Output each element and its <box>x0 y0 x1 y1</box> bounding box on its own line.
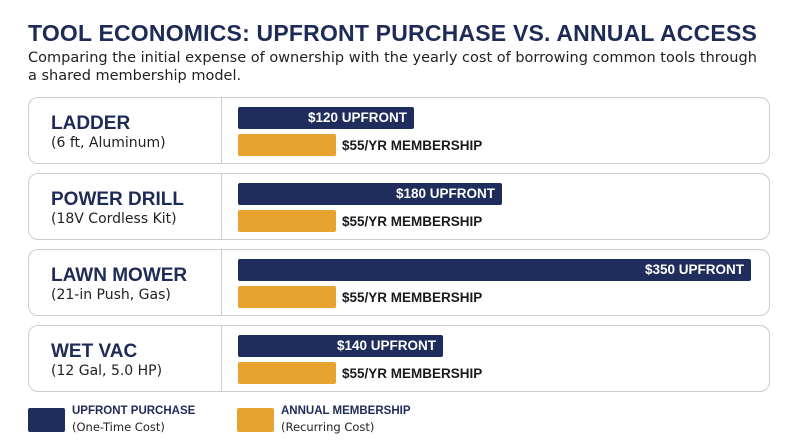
row-label-column: LADDER (6 ft, Aluminum) <box>29 98 222 163</box>
row-label-column: LAWN MOWER (21-in Push, Gas) <box>29 250 222 315</box>
chart-rows: LADDER (6 ft, Aluminum) $120 UPFRONT $55/YR… <box>28 97 770 401</box>
tool-name: WET VAC <box>51 341 138 362</box>
bar-membership <box>238 286 336 308</box>
bar-membership-label: $55/YR MEMBERSHIP <box>342 138 483 153</box>
legend-sub-upfront: (One-Time Cost) <box>72 420 165 434</box>
chart-row: LADDER (6 ft, Aluminum) $120 UPFRONT $55/YR… <box>28 97 770 164</box>
bar-upfront-label: $180 UPFRONT <box>395 186 495 201</box>
tool-spec: (21-in Push, Gas) <box>51 287 171 303</box>
tool-name: LADDER <box>51 113 131 134</box>
bar-membership <box>238 210 336 232</box>
tool-spec: (18V Cordless Kit) <box>51 211 177 227</box>
bar-membership-label: $55/YR MEMBERSHIP <box>342 290 483 305</box>
chart-row: WET VAC (12 Gal, 5.0 HP) $140 UPFRONT $55/Y… <box>28 325 770 392</box>
bar-membership <box>238 134 336 156</box>
chart-subtitle: Comparing the initial expense of ownersh… <box>28 50 757 84</box>
chart-title: TOOL ECONOMICS: UPFRONT PURCHASE VS. ANN… <box>28 20 758 46</box>
tool-spec: (6 ft, Aluminum) <box>51 135 166 151</box>
bar-upfront: $140 UPFRONT <box>238 335 443 357</box>
tool-spec: (12 Gal, 5.0 HP) <box>51 363 163 379</box>
legend-swatch-upfront <box>28 408 65 432</box>
bar-upfront: $180 UPFRONT <box>238 183 502 205</box>
legend-sub-membership: (Recurring Cost) <box>281 420 375 434</box>
bar-membership-label: $55/YR MEMBERSHIP <box>342 214 483 229</box>
row-label-column: POWER DRILL (18V Cordless Kit) <box>29 174 222 239</box>
tool-name: POWER DRILL <box>51 189 184 210</box>
bar-upfront-label: $350 UPFRONT <box>644 262 744 277</box>
chart-row: LAWN MOWER (21-in Push, Gas) $350 UPFRONT $… <box>28 249 770 316</box>
bar-upfront: $120 UPFRONT <box>238 107 414 129</box>
legend-swatch-membership <box>237 408 274 432</box>
bar-membership-label: $55/YR MEMBERSHIP <box>342 366 483 381</box>
legend-title-upfront: UPFRONT PURCHASE <box>72 405 196 417</box>
bar-membership <box>238 362 336 384</box>
bar-upfront: $350 UPFRONT <box>238 259 751 281</box>
legend: UPFRONT PURCHASE (One-Time Cost) ANNUAL … <box>28 405 770 435</box>
bar-upfront-label: $120 UPFRONT <box>307 110 407 125</box>
bar-upfront-label: $140 UPFRONT <box>336 338 436 353</box>
chart-row: POWER DRILL (18V Cordless Kit) $180 UPFRON… <box>28 173 770 240</box>
row-label-column: WET VAC (12 Gal, 5.0 HP) <box>29 326 222 391</box>
legend-title-membership: ANNUAL MEMBERSHIP <box>281 405 411 417</box>
tool-name: LAWN MOWER <box>51 265 188 286</box>
